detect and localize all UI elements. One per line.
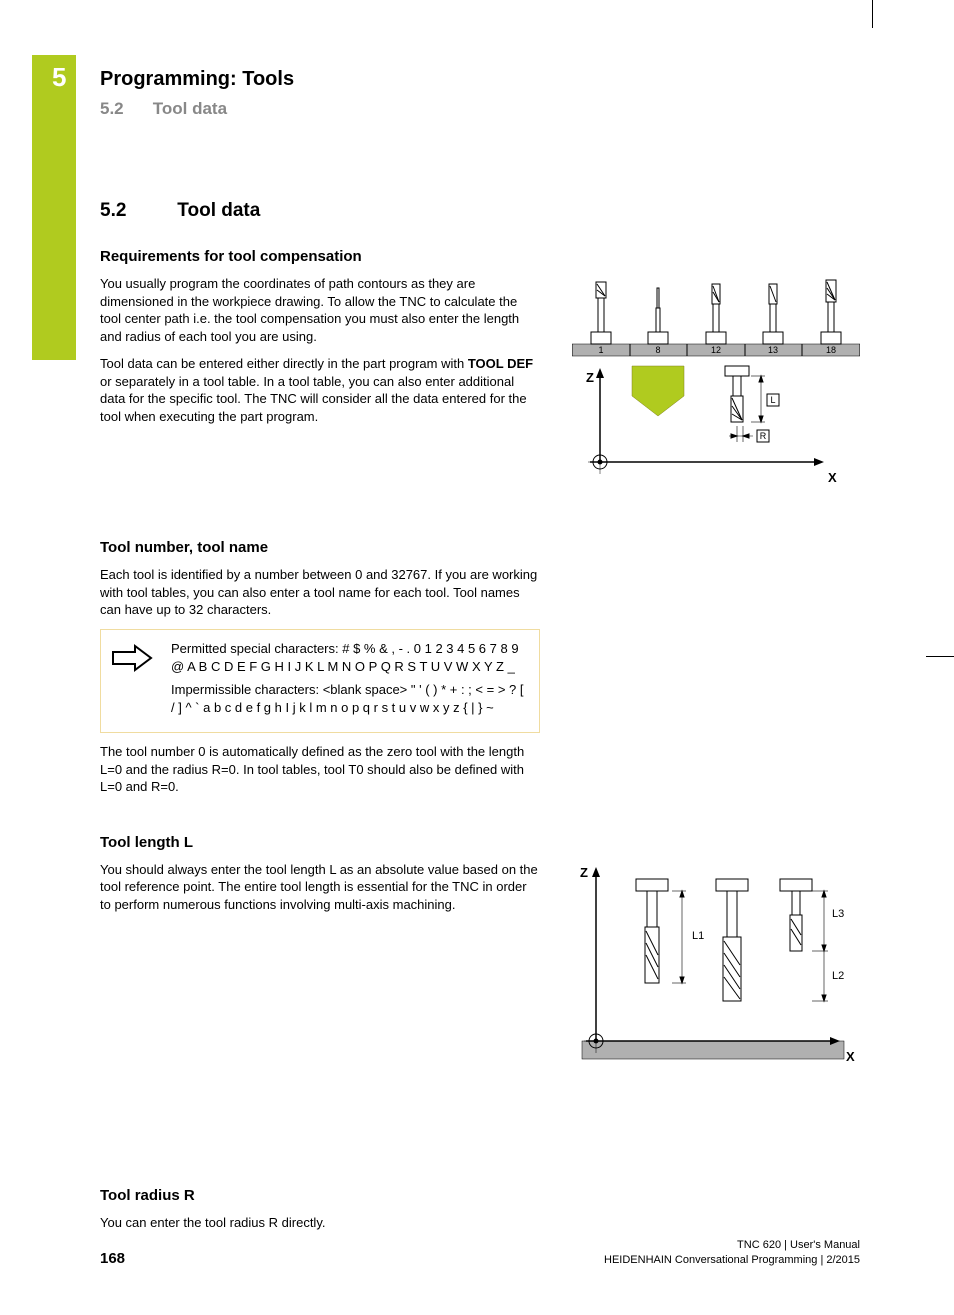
tool-radius-p1: You can enter the tool radius R directly… [100, 1214, 540, 1232]
svg-text:R: R [760, 431, 767, 441]
tool-number-p2: The tool number 0 is automatically defin… [100, 743, 540, 796]
page-footer: 168 TNC 620 | User's Manual HEIDENHAIN C… [100, 1238, 860, 1267]
footer-line1: TNC 620 | User's Manual [604, 1238, 860, 1252]
side-tab [32, 55, 76, 360]
rack-label-12: 12 [711, 345, 721, 355]
tool-length-p1: You should always enter the tool length … [100, 861, 540, 914]
crop-mark-right [926, 656, 954, 657]
requirements-p1: You usually program the coordinates of p… [100, 275, 540, 345]
figure-tool-rack: 1 8 12 13 18 Z X [572, 278, 860, 492]
axis-z2: Z [580, 865, 588, 880]
footer-text: TNC 620 | User's Manual HEIDENHAIN Conve… [604, 1238, 860, 1267]
p2-post: or separately in a tool table. In a tool… [100, 374, 527, 424]
figure-tool-lengths: Z X L1 [572, 855, 860, 1077]
svg-text:L2: L2 [832, 970, 844, 982]
sub-chapter: 5.2 Tool data [100, 99, 860, 119]
sub-number: 5.2 [100, 99, 148, 119]
rack-label-8: 8 [655, 345, 660, 355]
axis-z: Z [586, 370, 594, 385]
footer-line2: HEIDENHAIN Conversational Programming | … [604, 1253, 860, 1267]
crop-mark-top [872, 0, 873, 28]
tool-def-bold: TOOL DEF [468, 356, 533, 371]
note-text: Permitted special characters: # $ % & , … [171, 640, 529, 722]
requirements-p2: Tool data can be entered either directly… [100, 355, 540, 425]
page-header: Programming: Tools 5.2 Tool data [100, 68, 860, 119]
tool-number-p1: Each tool is identified by a number betw… [100, 566, 540, 619]
tool-length-heading: Tool length L [100, 834, 870, 851]
section-title: Tool data [177, 200, 260, 221]
rack-label-13: 13 [768, 345, 778, 355]
svg-text:L1: L1 [692, 930, 704, 942]
section-number: 5.2 [100, 200, 172, 222]
section-heading: 5.2 Tool data [100, 200, 870, 222]
note-p1: Permitted special characters: # $ % & , … [171, 640, 529, 675]
note-p2: Impermissible characters: <blank space> … [171, 681, 529, 716]
svg-text:L3: L3 [832, 908, 844, 920]
note-box: Permitted special characters: # $ % & , … [100, 629, 540, 733]
rack-label-1: 1 [598, 345, 603, 355]
chapter-title: Programming: Tools [100, 68, 860, 91]
axis-x: X [828, 470, 837, 485]
p2-pre: Tool data can be entered either directly… [100, 356, 468, 371]
tool-radius-heading: Tool radius R [100, 1187, 870, 1204]
arrow-icon [111, 640, 171, 722]
rack-label-18: 18 [826, 345, 836, 355]
sub-title: Tool data [153, 99, 227, 118]
page-number: 168 [100, 1250, 125, 1267]
tool-number-heading: Tool number, tool name [100, 539, 870, 556]
requirements-heading: Requirements for tool compensation [100, 248, 870, 265]
axis-x2: X [846, 1049, 855, 1064]
svg-text:L: L [770, 395, 775, 405]
chapter-number: 5 [52, 62, 66, 93]
